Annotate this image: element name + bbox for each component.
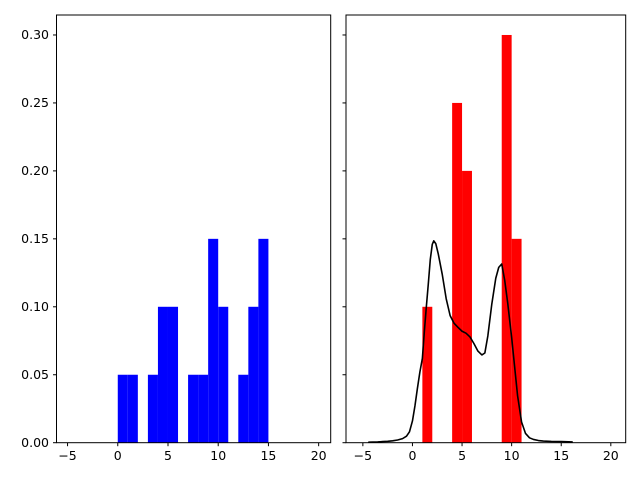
x-tick-label: 20 (603, 448, 619, 463)
y-tick-label: 0.00 (21, 435, 49, 450)
histogram-bar (218, 306, 229, 443)
histogram-bar (147, 374, 158, 443)
x-tick-label: 10 (504, 448, 520, 463)
histogram-bar (127, 374, 138, 443)
x-tick-label: 15 (260, 448, 276, 463)
y-tick-label: 0.25 (21, 95, 49, 110)
x-tick-label: 20 (311, 448, 327, 463)
histogram-bar (198, 374, 209, 443)
x-tick-label: 10 (210, 448, 226, 463)
histogram-bar (188, 374, 199, 443)
x-tick-label: 5 (458, 448, 466, 463)
y-tick-label: 0.05 (21, 367, 49, 382)
axes-frame (56, 14, 332, 444)
histogram-bar (167, 306, 179, 443)
histogram-bar (157, 306, 168, 443)
x-tick-label: 15 (553, 448, 569, 463)
histogram-bar (248, 306, 259, 443)
axes-frame (345, 14, 627, 444)
histogram-bar (258, 238, 269, 443)
histogram-bar (452, 102, 463, 443)
histogram-bar (117, 374, 128, 443)
histogram-bar (462, 170, 472, 443)
x-tick-label: 0 (408, 448, 416, 463)
histogram-bar (422, 306, 433, 443)
x-tick-label: 0 (114, 448, 122, 463)
kde-curve (368, 240, 573, 443)
x-tick-label: −5 (58, 448, 76, 463)
y-tick-label: 0.20 (21, 163, 49, 178)
histogram-bar (208, 238, 219, 443)
x-tick-label: −5 (354, 448, 372, 463)
histogram-bar (238, 374, 249, 443)
histogram-bar (511, 238, 522, 443)
y-tick-label: 0.10 (21, 299, 49, 314)
histogram-bar (501, 34, 512, 443)
x-tick-label: 5 (164, 448, 172, 463)
y-tick-label: 0.15 (21, 231, 49, 246)
y-tick-label: 0.30 (21, 27, 49, 42)
